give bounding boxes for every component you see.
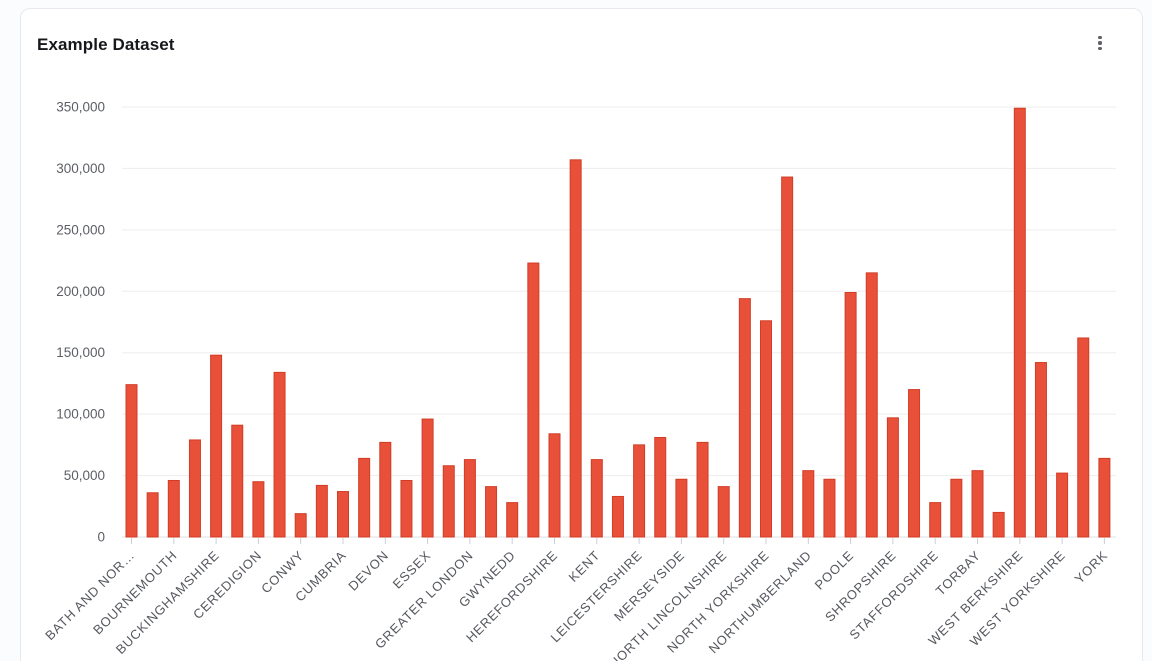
bar[interactable] [633, 444, 646, 538]
kebab-dot-icon [1098, 41, 1102, 45]
bar[interactable] [696, 441, 709, 538]
bar[interactable] [125, 384, 138, 538]
bar[interactable] [886, 417, 899, 538]
bar[interactable] [231, 424, 244, 538]
bar[interactable] [463, 459, 476, 538]
bar[interactable] [146, 492, 159, 538]
bar[interactable] [273, 371, 286, 538]
bar[interactable] [210, 354, 223, 538]
bar[interactable] [252, 481, 265, 538]
bar[interactable] [1056, 472, 1069, 538]
y-axis-tick-label: 50,000 [64, 468, 105, 483]
bar[interactable] [950, 478, 963, 538]
bar[interactable] [760, 320, 772, 538]
bar[interactable] [908, 389, 921, 538]
bar[interactable] [548, 433, 561, 538]
x-axis-tick-label: KENT [566, 548, 603, 585]
bar[interactable] [611, 495, 624, 538]
bar-chart: 0 50,000 100,000 150,000 200,000 250,000 300,0… [21, 9, 1142, 661]
bar[interactable] [992, 511, 1005, 538]
bar[interactable] [167, 479, 180, 538]
bar[interactable] [590, 459, 603, 538]
y-axis-tick-label: 200,000 [56, 284, 105, 299]
y-axis-tick-label: 0 [97, 530, 105, 545]
kebab-dot-icon [1098, 35, 1102, 39]
chart-title: Example Dataset [37, 35, 175, 54]
bar[interactable] [506, 502, 519, 538]
y-axis-tick-label: 250,000 [56, 222, 105, 237]
bar[interactable] [1013, 107, 1026, 538]
bar[interactable] [675, 478, 688, 538]
bar[interactable] [315, 484, 328, 538]
bar[interactable] [717, 486, 730, 538]
y-axis-tick-label: 100,000 [56, 407, 105, 422]
bar[interactable] [929, 502, 942, 538]
bar[interactable] [442, 465, 455, 538]
bar[interactable] [1077, 337, 1090, 538]
bar-chart-svg: 0 50,000 100,000 150,000 200,000 250,000 300,0… [42, 100, 1116, 661]
bar[interactable] [823, 478, 836, 538]
bar[interactable] [358, 457, 371, 538]
bar[interactable] [654, 436, 667, 538]
kebab-dot-icon [1098, 47, 1102, 51]
bar[interactable] [337, 491, 349, 538]
bar[interactable] [379, 441, 392, 538]
card-header: Example Dataset [37, 33, 1126, 57]
bar[interactable] [865, 272, 878, 538]
bar[interactable] [971, 470, 984, 538]
bar[interactable] [781, 176, 794, 538]
y-axis-tick-label: 150,000 [56, 345, 105, 360]
bar[interactable] [569, 159, 582, 538]
y-axis-tick-label: 300,000 [56, 161, 105, 176]
chart-card: Example Dataset 0 50,000 100,000 150,000 200… [20, 8, 1143, 661]
x-axis-tick-label: DEVON [345, 548, 391, 594]
bar[interactable] [1034, 362, 1047, 538]
bar[interactable] [188, 439, 201, 538]
y-axis-tick-label: 350,000 [56, 100, 105, 115]
bar[interactable] [400, 479, 413, 538]
bar[interactable] [485, 486, 498, 538]
bar[interactable] [844, 292, 857, 538]
bar[interactable] [294, 513, 307, 538]
bar[interactable] [738, 298, 751, 538]
bar[interactable] [421, 418, 434, 538]
bar[interactable] [527, 262, 540, 538]
x-axis-tick-label: YORK [1072, 548, 1111, 587]
bar[interactable] [802, 470, 815, 538]
kebab-menu-button[interactable] [1086, 29, 1114, 57]
bar[interactable] [1098, 457, 1111, 538]
